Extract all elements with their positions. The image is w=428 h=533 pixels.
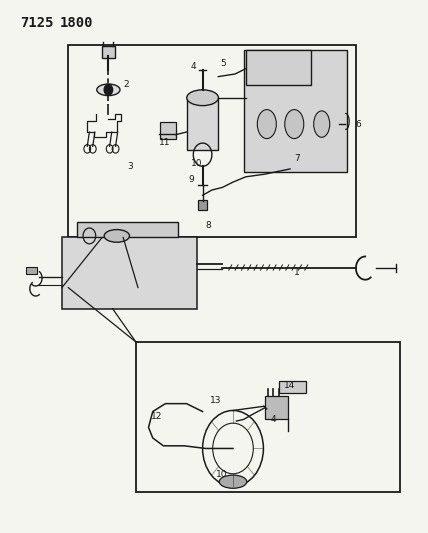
Text: 12: 12 bbox=[151, 413, 162, 421]
Text: 8: 8 bbox=[205, 221, 211, 230]
FancyBboxPatch shape bbox=[265, 395, 288, 419]
Bar bbox=[187, 98, 218, 150]
Ellipse shape bbox=[285, 110, 304, 139]
Text: 3: 3 bbox=[128, 162, 133, 171]
Text: 2: 2 bbox=[123, 80, 129, 89]
FancyBboxPatch shape bbox=[62, 238, 197, 309]
Bar bbox=[136, 342, 400, 492]
Text: 4: 4 bbox=[191, 62, 196, 70]
Text: 11: 11 bbox=[159, 138, 171, 147]
Ellipse shape bbox=[97, 84, 120, 95]
FancyBboxPatch shape bbox=[77, 222, 178, 238]
Bar bbox=[68, 45, 356, 238]
Text: 13: 13 bbox=[210, 397, 221, 406]
Circle shape bbox=[104, 85, 113, 95]
Ellipse shape bbox=[104, 230, 130, 242]
FancyBboxPatch shape bbox=[244, 50, 347, 172]
Text: 1800: 1800 bbox=[60, 16, 93, 30]
Bar bbox=[26, 266, 36, 274]
Ellipse shape bbox=[314, 111, 330, 138]
FancyBboxPatch shape bbox=[246, 50, 311, 85]
Text: 10: 10 bbox=[216, 470, 228, 479]
Text: 5: 5 bbox=[220, 59, 226, 68]
Text: 10: 10 bbox=[191, 159, 202, 168]
Bar bbox=[160, 122, 176, 139]
Bar bbox=[198, 200, 207, 209]
Text: 7125: 7125 bbox=[20, 16, 53, 30]
Ellipse shape bbox=[219, 475, 247, 488]
Ellipse shape bbox=[257, 110, 276, 139]
FancyBboxPatch shape bbox=[102, 45, 115, 58]
Text: 9: 9 bbox=[189, 175, 194, 184]
Text: 14: 14 bbox=[284, 381, 295, 390]
Text: 4: 4 bbox=[271, 415, 276, 424]
Text: 1: 1 bbox=[294, 268, 300, 277]
Text: 6: 6 bbox=[356, 119, 361, 128]
FancyBboxPatch shape bbox=[279, 382, 306, 393]
Text: 7: 7 bbox=[294, 154, 300, 163]
Ellipse shape bbox=[187, 90, 218, 106]
